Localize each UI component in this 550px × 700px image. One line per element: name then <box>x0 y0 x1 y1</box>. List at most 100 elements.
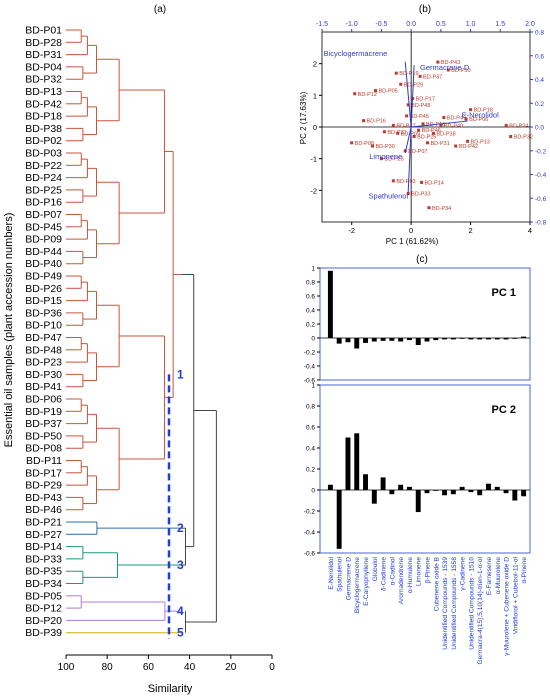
loadings-category-label: Spathulenol <box>337 556 344 591</box>
leaf-label-bd-p09: BD-P09 <box>25 234 62 246</box>
pca-point-label: BD-P46 <box>422 128 441 134</box>
leaf-label-bd-p01: BD-P01 <box>25 25 62 37</box>
pca-point-bd-p29 <box>399 82 403 86</box>
pca-point-label: BD-P07 <box>408 149 427 155</box>
pca-point-label: BD-P34 <box>432 206 451 212</box>
loadings-y-tick-label: 0.4 <box>306 446 315 453</box>
dendrogram-leaf-labels: BD-P01BD-P28BD-P31BD-P04BD-P32BD-P13BD-P… <box>25 25 62 640</box>
pca-point-label: BD-P48 <box>411 103 430 109</box>
loading-bar-pc1-15 <box>459 338 465 339</box>
leaf-label-bd-p27: BD-P27 <box>25 529 62 541</box>
pca-point-bd-p16 <box>362 119 366 123</box>
leaf-label-bd-p14: BD-P14 <box>25 541 62 553</box>
pca-top-tick-label: -1.5 <box>316 21 328 28</box>
pca-loading-vector <box>407 126 412 193</box>
leaf-label-bd-p21: BD-P21 <box>25 517 62 529</box>
loadings-plot-area: 1 0.8 0.6 0.4 0.2 0 -0.2 -0.4 -0.6 PC 1 1 0.8 0.6 0.4… <box>304 266 531 665</box>
loadings-category-label: Unidentified Compounds - 1558 <box>451 557 458 650</box>
pca-point-bd-p47 <box>391 123 395 127</box>
loading-bar-pc1-11 <box>424 338 430 342</box>
pca-point-label: BD-P12 <box>358 92 377 98</box>
pca-point-label: BD-P33 <box>411 192 430 198</box>
loading-bar-pc1-9 <box>406 338 412 341</box>
loadings-category-label: Limonene <box>416 557 423 586</box>
pca-plot-area: -2 0 2 4 -2 -1 0 1 2 -1.5 -1.0 -0.5 0.0 0.5 1.0 1.5 2.0 -… <box>310 21 546 235</box>
pca-point-bd-p23 <box>379 157 383 161</box>
leaf-label-bd-p04: BD-P04 <box>25 61 62 73</box>
loading-bar-pc1-13 <box>442 338 448 340</box>
loading-bar-pc2-21 <box>512 490 518 501</box>
pca-point-bd-p03 <box>391 179 395 183</box>
leaf-label-bd-p43: BD-P43 <box>25 492 62 504</box>
pca-point-label: BD-P45 <box>410 114 429 120</box>
pca-point-bd-p25 <box>412 135 416 138</box>
pca-point-label: BD-P06 <box>469 117 488 123</box>
loading-bar-pc2-7 <box>389 490 395 495</box>
loading-bar-pc2-14 <box>450 490 456 495</box>
leaf-label-bd-p13: BD-P13 <box>25 86 62 98</box>
pca-right-tick-label: 0.8 <box>535 30 544 37</box>
pca-point-bd-p37 <box>418 74 422 78</box>
pca-loading-vector <box>410 65 415 128</box>
loading-bar-pc2-10 <box>415 490 421 513</box>
leaf-label-bd-p50: BD-P50 <box>25 430 62 442</box>
pca-y-tick-label: -1 <box>310 155 317 164</box>
pca-point-bd-p06 <box>464 117 468 121</box>
loadings-y-tick-label: 0.6 <box>306 294 315 301</box>
pca-point-label: BD-P47 <box>396 123 415 129</box>
loadings-category-label: α-Pinene <box>521 557 528 584</box>
loading-bar-pc2-17 <box>477 490 483 496</box>
leaf-label-bd-p49: BD-P49 <box>25 271 62 283</box>
pca-point-bd-p12 <box>353 92 357 96</box>
dendrogram-x-tick-label: 40 <box>184 662 196 673</box>
pca-y-tick-label: 1 <box>313 91 317 100</box>
loading-bar-pc2-18 <box>486 483 491 490</box>
loadings-category-label: γ-Muurolene + Cubenene oxide D <box>504 557 511 656</box>
leaf-label-bd-p44: BD-P44 <box>25 246 62 258</box>
loadings-y-tick-label: 0.8 <box>306 404 315 411</box>
loading-bar-pc2-9 <box>406 486 412 490</box>
loadings-category-label: α-Humulene <box>407 557 414 593</box>
loading-bar-pc1-16 <box>468 338 474 340</box>
leaf-label-bd-p20: BD-P20 <box>25 615 62 627</box>
leaf-label-bd-p39: BD-P39 <box>25 627 62 639</box>
loading-bar-pc2-8 <box>398 484 404 490</box>
dendrogram-x-axis-label: Similarity <box>148 683 193 695</box>
loadings-category-label: δ-Cadinene <box>381 557 388 591</box>
loading-bar-pc1-20 <box>503 338 509 340</box>
pca-point-bd-p32 <box>509 135 513 138</box>
leaf-label-bd-p24: BD-P24 <box>25 172 62 184</box>
pca-top-tick-label: 1.0 <box>466 21 476 28</box>
pca-point-bd-p18 <box>469 108 473 112</box>
pca-point-label: BD-P21 <box>387 130 406 136</box>
leaf-label-bd-p26: BD-P26 <box>25 283 62 295</box>
pca-point-bd-p05 <box>373 89 377 93</box>
loadings-category-label: β-Pinene <box>425 557 432 584</box>
pca-top-tick-label: 1.5 <box>495 21 505 28</box>
leaf-label-bd-p06: BD-P06 <box>25 394 62 406</box>
loading-bar-pc1-7 <box>389 338 395 341</box>
loading-bar-pc1-1 <box>336 338 342 344</box>
leaf-label-bd-p33: BD-P33 <box>25 553 62 565</box>
pca-point-label: BD-P43 <box>441 60 460 66</box>
pca-loading-label: Limonene <box>369 152 402 161</box>
loading-bar-pc2-13 <box>442 490 448 496</box>
pca-x-tick-label: 4 <box>528 226 532 235</box>
loadings-y-tick-label: 0.2 <box>306 467 315 474</box>
leaf-label-bd-p29: BD-P29 <box>25 480 62 492</box>
loading-bar-pc2-3 <box>354 433 360 490</box>
loadings-y-tick-label: -0.4 <box>304 530 316 537</box>
loadings-category-label: α-Cadinol <box>389 556 396 585</box>
loading-bar-pc2-16 <box>468 490 474 493</box>
loadings-y-tick-label: 0.2 <box>306 322 315 329</box>
leaf-label-bd-p22: BD-P22 <box>25 160 62 172</box>
pca-point-bd-p07 <box>403 149 407 153</box>
loadings-y-tick-label: -0.6 <box>304 551 316 558</box>
pca-x-tick-label: 0 <box>409 226 413 235</box>
leaf-label-bd-p11: BD-P11 <box>26 455 62 467</box>
pca-x-tick-label: -2 <box>348 226 355 235</box>
pca-point-label: BD-P08 <box>355 141 374 147</box>
pca-point-bd-p40 <box>439 123 443 127</box>
leaf-label-bd-p46: BD-P46 <box>25 504 62 516</box>
pca-point-bd-p46 <box>417 128 421 132</box>
